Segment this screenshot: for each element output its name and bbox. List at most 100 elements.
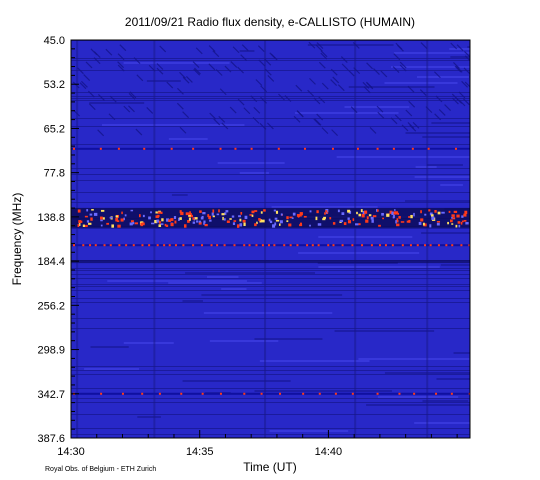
emission-spot bbox=[331, 147, 334, 150]
emission-spot bbox=[392, 147, 395, 150]
emission-spot bbox=[297, 215, 300, 218]
heatmap-streak bbox=[344, 106, 410, 108]
heatmap-texture bbox=[462, 98, 470, 106]
emission-spot bbox=[166, 218, 170, 222]
heatmap-streak bbox=[89, 102, 145, 104]
emission-spot bbox=[291, 217, 294, 219]
emission-spot bbox=[159, 221, 161, 224]
heatmap-texture bbox=[313, 118, 321, 126]
heatmap-line bbox=[71, 374, 470, 375]
emission-spot bbox=[428, 209, 431, 212]
emission-spot bbox=[73, 147, 75, 150]
emission-spot bbox=[436, 222, 440, 226]
heatmap-line bbox=[71, 398, 470, 399]
heatmap-texture bbox=[267, 74, 275, 82]
emission-spot bbox=[343, 222, 347, 226]
heatmap-texture bbox=[314, 118, 322, 126]
emission-spot bbox=[455, 224, 458, 228]
emission-spot bbox=[160, 211, 163, 214]
x-axis-label: Time (UT) bbox=[243, 460, 297, 474]
heatmap-texture bbox=[393, 53, 401, 61]
heatmap-texture bbox=[213, 118, 221, 126]
emission-spot bbox=[427, 147, 430, 150]
emission-spot bbox=[209, 219, 212, 222]
heatmap-streak bbox=[405, 200, 470, 202]
heatmap-texture bbox=[133, 57, 141, 64]
emission-spot bbox=[132, 244, 135, 247]
emission-spot bbox=[435, 392, 438, 395]
heatmap-streak bbox=[203, 312, 333, 314]
emission-spot bbox=[100, 216, 103, 220]
emission-spot bbox=[372, 215, 377, 218]
emission-spot bbox=[460, 244, 463, 247]
heatmap-column bbox=[76, 40, 79, 438]
emission-spot bbox=[212, 209, 215, 213]
heatmap-streak bbox=[209, 340, 279, 342]
heatmap-line bbox=[71, 388, 470, 389]
emission-spot bbox=[378, 224, 381, 227]
emission-spot bbox=[100, 219, 103, 222]
heatmap-texture bbox=[405, 109, 413, 117]
emission-spot bbox=[341, 212, 345, 215]
heatmap-texture bbox=[136, 74, 144, 82]
heatmap-texture bbox=[316, 113, 324, 121]
heatmap-texture bbox=[230, 60, 238, 68]
heatmap-streak bbox=[217, 162, 285, 164]
emission-spot bbox=[244, 215, 248, 220]
heatmap-texture bbox=[401, 124, 409, 132]
emission-spot bbox=[121, 211, 123, 215]
emission-spot bbox=[130, 209, 134, 212]
emission-spot bbox=[234, 147, 237, 150]
emission-spot bbox=[423, 223, 427, 227]
heatmap-texture bbox=[463, 67, 470, 75]
heatmap-line bbox=[71, 270, 470, 271]
emission-spot bbox=[223, 218, 226, 221]
emission-spot bbox=[120, 218, 124, 222]
heatmap-streak bbox=[390, 66, 470, 68]
y-tick-label: 45.0 bbox=[44, 35, 65, 47]
emission-spot bbox=[88, 222, 92, 225]
emission-spot bbox=[275, 210, 279, 214]
emission-spot bbox=[311, 244, 314, 247]
emission-spot bbox=[447, 221, 449, 225]
emission-spot bbox=[361, 244, 364, 247]
heatmap-column bbox=[354, 40, 357, 438]
y-tick-label: 184.4 bbox=[37, 256, 65, 268]
emission-spot bbox=[216, 213, 220, 216]
emission-spot bbox=[243, 222, 246, 227]
heatmap-texture bbox=[166, 81, 174, 89]
emission-spot bbox=[316, 210, 319, 214]
emission-spot bbox=[341, 244, 344, 247]
emission-spot bbox=[148, 244, 151, 247]
emission-spot bbox=[327, 244, 330, 247]
heatmap-texture bbox=[284, 95, 292, 102]
heatmap-streak bbox=[436, 378, 470, 380]
emission-spot bbox=[450, 392, 453, 395]
emission-spot bbox=[216, 244, 219, 247]
emission-spot bbox=[299, 222, 303, 226]
y-axis: 45.0 53.2 65.2 77.8 138.8 184.4 256.2 298.9 342.… bbox=[37, 35, 79, 445]
x-tick-label: 14:35 bbox=[186, 446, 214, 458]
heatmap-line bbox=[71, 328, 470, 329]
heatmap-streak bbox=[254, 390, 392, 392]
emission-spot bbox=[232, 222, 236, 226]
emission-spot bbox=[121, 392, 124, 395]
emission-spot bbox=[243, 392, 246, 395]
emission-band bbox=[71, 392, 470, 395]
emission-spot bbox=[280, 213, 283, 216]
emission-spot bbox=[111, 224, 114, 228]
emission-spot bbox=[84, 215, 88, 218]
heatmap-texture bbox=[452, 97, 459, 105]
emission-spot bbox=[272, 224, 276, 228]
heatmap-texture bbox=[219, 88, 227, 96]
emission-spot bbox=[416, 244, 419, 247]
emission-spot bbox=[123, 217, 125, 221]
emission-spot bbox=[212, 215, 215, 218]
emission-spot bbox=[78, 220, 82, 224]
emission-spot bbox=[325, 210, 328, 213]
emission-spot bbox=[157, 214, 160, 218]
heatmap-streak bbox=[414, 422, 470, 424]
x-tick-label: 14:40 bbox=[315, 446, 343, 458]
emission-spot bbox=[382, 217, 385, 220]
heatmap-streak bbox=[307, 44, 394, 46]
